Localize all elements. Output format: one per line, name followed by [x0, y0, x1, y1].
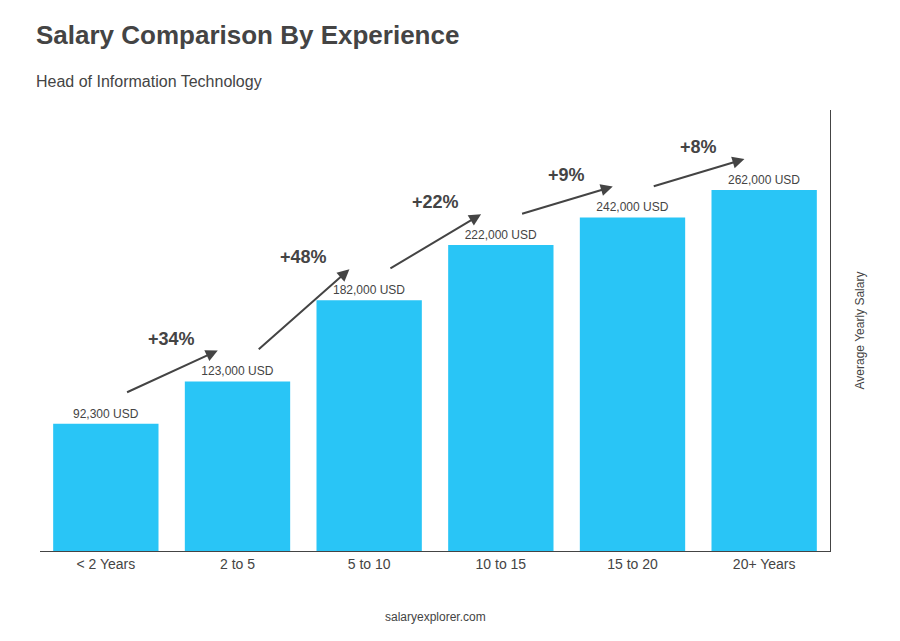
svg-text:242,000 USD: 242,000 USD	[596, 200, 668, 214]
svg-text:+48%: +48%	[280, 247, 327, 267]
svg-text:< 2 Years: < 2 Years	[76, 556, 135, 572]
svg-text:10 to 15: 10 to 15	[476, 556, 527, 572]
svg-text:Salary Comparison By Experienc: Salary Comparison By Experience	[36, 20, 459, 50]
svg-text:222,000 USD: 222,000 USD	[465, 228, 537, 242]
svg-text:Average Yearly Salary: Average Yearly Salary	[853, 272, 867, 390]
svg-text:+22%: +22%	[412, 192, 459, 212]
svg-text:123,000 USD: 123,000 USD	[201, 364, 273, 378]
svg-text:+8%: +8%	[680, 137, 717, 157]
svg-text:262,000 USD: 262,000 USD	[728, 173, 800, 187]
svg-text:182,000 USD: 182,000 USD	[333, 283, 405, 297]
svg-text:+9%: +9%	[548, 165, 585, 185]
svg-text:salaryexplorer.com: salaryexplorer.com	[385, 610, 486, 624]
svg-text:20+ Years: 20+ Years	[733, 556, 796, 572]
svg-text:15 to 20: 15 to 20	[607, 556, 658, 572]
svg-text:Head of Information Technology: Head of Information Technology	[36, 73, 262, 90]
svg-text:2 to 5: 2 to 5	[220, 556, 255, 572]
svg-text:5 to 10: 5 to 10	[348, 556, 391, 572]
svg-text:92,300 USD: 92,300 USD	[73, 407, 139, 421]
svg-text:+34%: +34%	[148, 329, 195, 349]
